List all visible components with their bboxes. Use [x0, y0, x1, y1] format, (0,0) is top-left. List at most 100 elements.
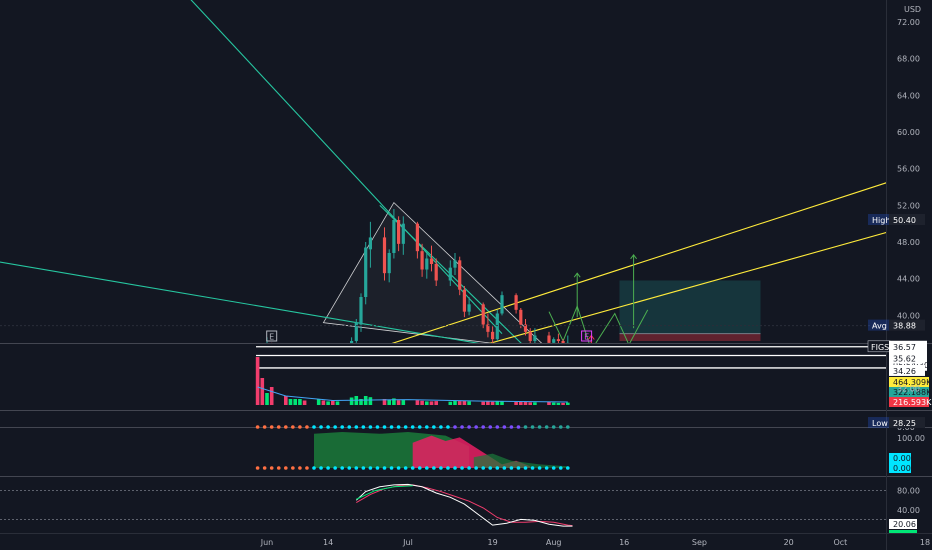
stoch-cross-line	[356, 485, 413, 500]
low-tag-caption-bg	[868, 417, 890, 429]
level1-tag: 35.62	[889, 352, 925, 364]
volume-bar	[396, 400, 401, 405]
candle	[458, 256, 462, 296]
osc-dot	[340, 466, 345, 470]
candle-body	[495, 313, 499, 340]
volume-bar	[467, 401, 471, 405]
signal-dot	[432, 425, 436, 429]
osc-dot	[396, 466, 401, 470]
candle-body	[528, 331, 532, 341]
signal-dot	[284, 425, 288, 429]
stochastic-pane[interactable]: 80.00 40.00 20.06	[0, 483, 920, 533]
signal-dot	[291, 425, 295, 429]
candle	[556, 333, 560, 343]
volume-bar	[500, 401, 504, 405]
signal-dot	[340, 425, 345, 429]
signal-dot	[537, 425, 542, 429]
candle	[467, 297, 471, 316]
candle-body	[519, 309, 523, 325]
time-tick-label: Oct	[833, 538, 847, 547]
candle-body	[415, 223, 419, 252]
osc-dot	[375, 466, 380, 470]
osc-dot	[347, 466, 352, 470]
price-tick-label: 68.00	[897, 55, 920, 64]
signal-dot	[439, 425, 443, 429]
volume-bar	[462, 400, 467, 405]
volume-bar	[284, 396, 288, 405]
candle-body	[467, 304, 471, 312]
time-tick-label: Jul	[402, 538, 413, 547]
volume-bar	[359, 399, 363, 405]
signal-dot	[319, 425, 323, 429]
arrow-head	[573, 272, 581, 278]
osc-dot	[389, 466, 394, 470]
volume-bar	[490, 401, 495, 405]
osc-dot	[439, 466, 443, 470]
time-axis[interactable]: Jun14Jul19Aug16Sep20Oct18Nov	[260, 538, 932, 547]
stoch-tag-value: 20.06	[893, 520, 916, 529]
volume-bar	[556, 402, 561, 405]
signal-dot	[495, 425, 500, 429]
signal-dot	[255, 425, 260, 429]
signal-dot	[269, 425, 274, 429]
osc-dot	[488, 466, 493, 470]
candle	[382, 227, 387, 281]
osc-dot	[382, 466, 387, 470]
osc-bull-area	[473, 453, 568, 468]
trendline	[391, 182, 886, 343]
signal-dot	[347, 425, 352, 429]
candle	[350, 337, 354, 343]
price-tags: High50.40Avg38.88Low28.25FIGS36.5721.82%…	[867, 214, 929, 429]
osc-dot	[523, 466, 528, 470]
volume-tag-bg	[889, 397, 929, 407]
osc-dot	[312, 466, 316, 470]
signal-dot	[453, 425, 457, 429]
osc-dot	[558, 466, 563, 470]
level1-tag-value: 35.62	[893, 354, 916, 363]
low-tag-caption: Low	[872, 419, 888, 428]
oscillator-pane[interactable]: 100.00 0.000.00	[255, 432, 925, 473]
candle-body	[429, 258, 434, 264]
volume-tag-value: 322.188K	[893, 388, 932, 397]
volume-bar	[293, 399, 297, 405]
time-tick-label: Aug	[546, 538, 562, 547]
earnings-marker-label: E	[584, 333, 589, 342]
signal-dot	[530, 425, 535, 429]
candle-body	[458, 260, 462, 290]
signal-dot	[523, 425, 528, 429]
osc-dot	[446, 466, 450, 470]
signal-dot	[558, 425, 563, 429]
earnings-marker-box	[581, 330, 593, 342]
level2-tag-value: 34.26	[893, 367, 916, 376]
osc-dot	[410, 466, 415, 470]
volume-bar	[382, 399, 387, 405]
osc-tick-label: 100.00	[897, 434, 925, 443]
volume-bar	[533, 402, 537, 405]
candle-body	[500, 295, 504, 314]
signal-dot	[382, 425, 387, 429]
candle-body	[359, 297, 363, 325]
time-tick-label: Sep	[692, 538, 707, 547]
osc-dot	[467, 466, 471, 470]
osc-dot	[333, 466, 337, 470]
avg-tag-value: 38.88	[893, 322, 916, 331]
volume-bar	[514, 402, 518, 405]
candle-body	[425, 258, 429, 270]
osc-dot	[291, 466, 295, 470]
signal-dot	[544, 425, 549, 429]
candle	[547, 331, 551, 343]
volume-bar	[255, 357, 260, 405]
osc-dot	[298, 466, 302, 470]
candle-body	[350, 341, 354, 343]
price-tick-label: 56.00	[897, 165, 920, 174]
trendline	[379, 204, 522, 343]
osc-dot	[319, 466, 323, 470]
price-tick-label: 40.00	[897, 311, 920, 320]
osc-dot	[255, 466, 260, 470]
signal-dot	[425, 425, 429, 429]
osc-dot	[425, 466, 429, 470]
low-tag-bg	[889, 417, 925, 429]
trendline	[488, 232, 886, 343]
